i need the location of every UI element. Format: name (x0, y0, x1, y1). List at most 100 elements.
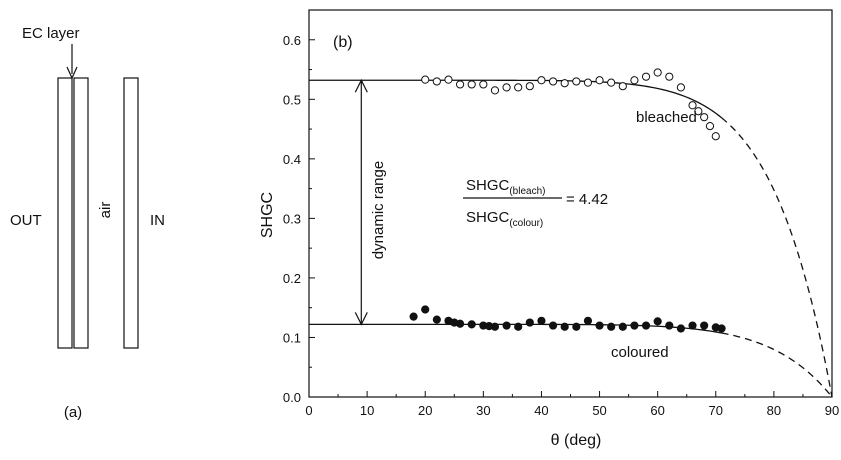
coloured-point (688, 321, 697, 330)
coloured-point (548, 321, 558, 330)
bleached-point (653, 68, 662, 77)
bleached-point (705, 122, 715, 131)
outer-pane (57, 77, 73, 349)
dynamic-range-arrow (354, 78, 368, 326)
bleached-point (641, 72, 651, 81)
panel-b-label: (b) (333, 34, 353, 51)
y-tick-label: 0.3 (283, 211, 301, 226)
panel-a-label: (a) (64, 404, 82, 421)
x-tick-label: 30 (476, 403, 490, 418)
fit-extrapolation-coloured (721, 332, 833, 398)
bleached-point (700, 113, 709, 122)
x-tick-label: 80 (767, 403, 781, 418)
x-tick-label: 0 (305, 403, 312, 418)
x-tick-label: 70 (709, 403, 723, 418)
ratio-denominator: SHGC(colour) (466, 209, 543, 229)
coloured-point (583, 316, 593, 325)
y-tick-label: 0.4 (283, 152, 301, 167)
x-tick-label: 40 (534, 403, 548, 418)
bleached-point (676, 83, 686, 92)
bleached-point (432, 77, 441, 86)
bleached-point (618, 82, 627, 91)
dynamic-range-label: dynamic range (370, 161, 387, 259)
bleached-point (502, 83, 511, 92)
coloured-point (641, 321, 651, 330)
coloured-point (537, 316, 546, 325)
ec-layer-label: EC layer (22, 25, 80, 42)
coloured-point (618, 322, 627, 331)
y-tick-label: 0.1 (283, 330, 301, 345)
y-tick-label: 0.6 (283, 33, 301, 48)
fit-line-bleached (309, 79, 722, 119)
bleached-point (537, 76, 546, 85)
ec-pane (73, 77, 89, 349)
coloured-point (490, 322, 500, 331)
coloured-point (572, 322, 581, 331)
x-axis-label: θ (deg) (551, 432, 602, 449)
coloured-point (432, 315, 441, 324)
x-tick-label: 50 (592, 403, 606, 418)
data-markers (409, 68, 726, 333)
bleached-point (525, 82, 534, 91)
ratio-equation: SHGC(bleach) SHGC(colour) = 4.42 (463, 177, 608, 229)
y-tick-label: 0.0 (283, 390, 301, 405)
coloured-point (700, 321, 709, 330)
coloured-point (653, 317, 662, 326)
bleached-point (694, 107, 703, 116)
shgc-chart: 0 10 20 30 40 50 60 70 80 90 0.00.10.20.30.40.50.… (259, 9, 839, 449)
bleached-point (583, 78, 593, 87)
coloured-label: coloured (611, 344, 669, 361)
x-axis-ticks: 0 10 20 30 40 50 60 70 80 90 (305, 391, 839, 418)
bleached-point (607, 78, 616, 87)
bleached-point (444, 75, 453, 84)
dynamic-range-arrowhead-top (354, 78, 368, 93)
inner-pane (123, 77, 139, 349)
coloured-point (421, 305, 430, 314)
bleached-point (595, 76, 604, 85)
schematic-panel: EC layer OUT air IN (a) (10, 25, 165, 421)
bleached-point (467, 80, 476, 89)
bleached-point (665, 72, 674, 81)
fit-extrapolation-bleached (721, 117, 833, 398)
y-axis-ticks: 0.0 0.1 0.2 0.3 0.4 0.5 0.6 (283, 9, 315, 405)
ratio-value: = 4.42 (566, 191, 608, 208)
bleached-point (630, 76, 639, 85)
bleached-point (490, 86, 500, 95)
air-label: air (97, 202, 114, 219)
out-label: OUT (10, 212, 42, 229)
coloured-point (676, 324, 686, 333)
coloured-point (514, 322, 523, 331)
coloured-point (525, 318, 534, 327)
x-tick-label: 90 (825, 403, 839, 418)
coloured-point (607, 322, 616, 331)
fit-lines (309, 79, 833, 398)
coloured-point (455, 319, 465, 328)
coloured-point (502, 321, 511, 330)
coloured-point (717, 324, 726, 333)
bleached-point (711, 132, 720, 141)
in-label: IN (150, 212, 165, 229)
x-tick-label: 60 (650, 403, 664, 418)
coloured-point (595, 321, 604, 330)
bleached-point (560, 79, 569, 88)
bleached-point (548, 77, 558, 86)
coloured-point (665, 321, 674, 330)
coloured-point (409, 312, 418, 321)
coloured-point (467, 320, 476, 329)
ratio-numerator: SHGC(bleach) (466, 177, 545, 197)
coloured-point (630, 321, 639, 330)
x-tick-label: 10 (360, 403, 374, 418)
bleached-point (455, 80, 465, 89)
y-tick-label: 0.5 (283, 92, 301, 107)
bleached-point (479, 80, 488, 89)
x-tick-label: 20 (418, 403, 432, 418)
bleached-point (688, 101, 697, 110)
coloured-point (560, 322, 569, 331)
dynamic-range-arrowhead-bottom (354, 312, 368, 326)
bleached-label: bleached (636, 109, 697, 126)
y-tick-label: 0.2 (283, 271, 301, 286)
y-axis-label: SHGC (259, 192, 276, 238)
bleached-point (421, 75, 430, 84)
bleached-point (514, 83, 523, 92)
